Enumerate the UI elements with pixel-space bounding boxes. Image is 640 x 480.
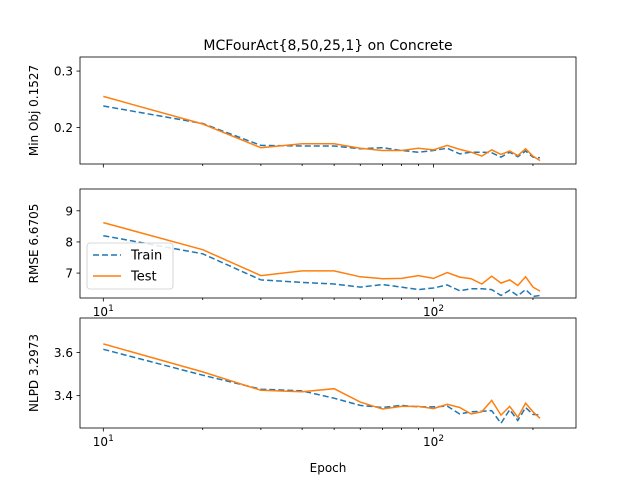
legend-box (86, 242, 174, 290)
y-axis-label: Min Obj 0.1527 (27, 65, 41, 156)
x-tick-label: 102 (423, 434, 444, 449)
y-axis-label: RMSE 6.6705 (27, 204, 41, 284)
y-tick-label: 0.2 (54, 121, 73, 135)
x-tick-label: 101 (93, 434, 114, 449)
chart-panels: 0.2 0.3 Min Obj 0.1527 7 8 9 101 102 RMSE 6.6705… (27, 56, 577, 449)
x-tick-label: 101 (93, 304, 114, 319)
x-axis-label: Epoch (310, 461, 347, 475)
y-tick-label: 3.4 (54, 389, 73, 403)
y-tick-label: 9 (65, 204, 73, 218)
legend: Train Test (86, 242, 174, 290)
y-tick-label: 8 (65, 235, 73, 249)
panel-frame (79, 188, 577, 299)
series-line-test (103, 95, 541, 162)
series-line-train (103, 234, 541, 298)
chart-title: MCFourAct{8,50,25,1} on Concrete (203, 38, 452, 54)
series-line-test (103, 343, 541, 419)
y-tick-label: 7 (65, 267, 73, 281)
legend-label-test: Test (130, 270, 157, 285)
panel-3: 3.4 3.6 101 102 NLPD 3.2973 (27, 317, 577, 449)
x-tick-label: 102 (423, 304, 444, 319)
panel-1: 0.2 0.3 Min Obj 0.1527 (27, 56, 577, 168)
series-line-train (103, 105, 541, 159)
panel-frame (79, 317, 577, 429)
series-line-train (103, 348, 541, 425)
series-line-test (103, 221, 541, 292)
panel-frame (79, 56, 577, 165)
legend-label-train: Train (130, 249, 162, 264)
panel-2: 7 8 9 101 102 RMSE 6.6705 (27, 188, 577, 319)
y-tick-label: 0.3 (54, 65, 73, 79)
y-axis-label: NLPD 3.2973 (27, 334, 41, 412)
y-tick-label: 3.6 (54, 346, 73, 360)
